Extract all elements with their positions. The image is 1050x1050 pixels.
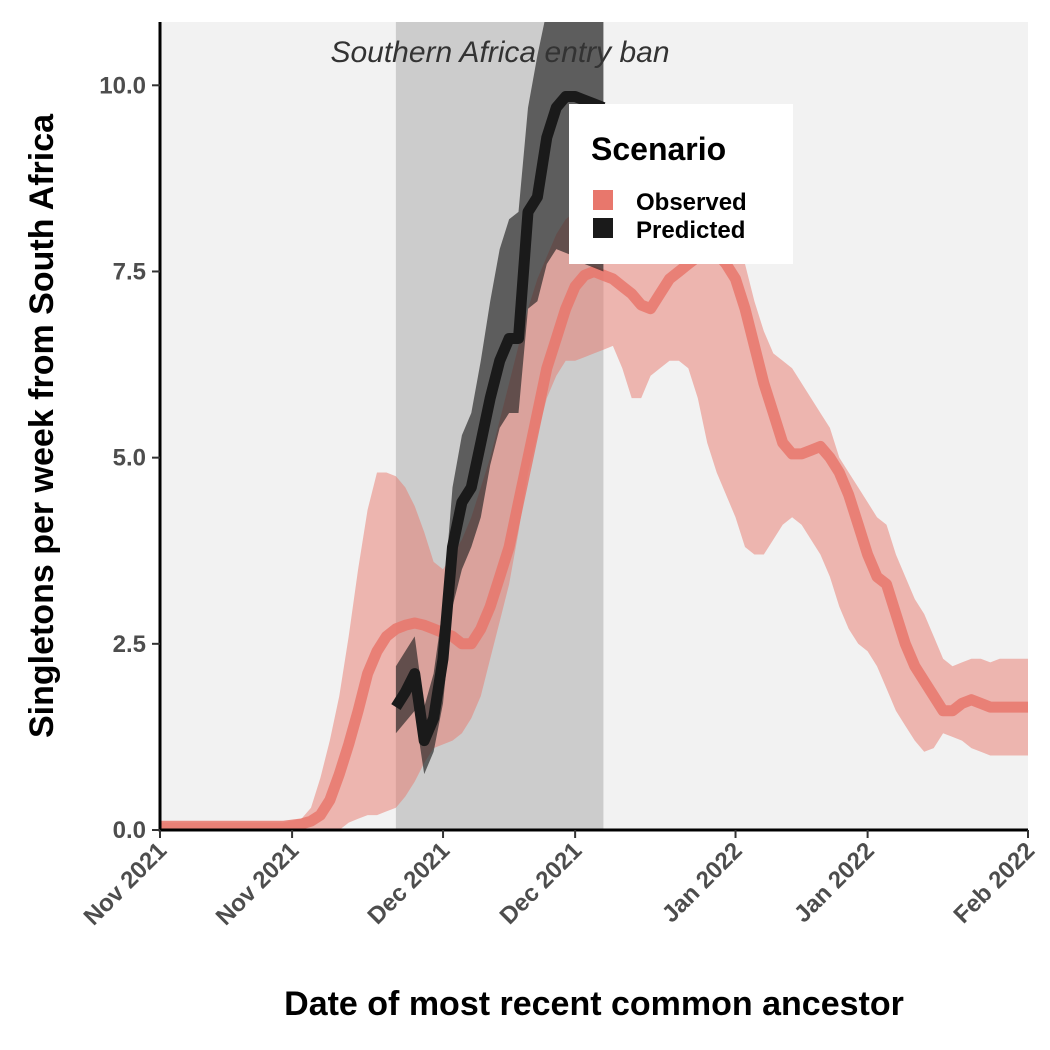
legend-title: Scenario — [591, 131, 726, 167]
predicted-line — [391, 91, 606, 747]
y-tick-label: 0.0 — [113, 817, 146, 844]
y-tick-label: 2.5 — [113, 631, 146, 658]
x-tick-label: Nov 2021 — [211, 837, 305, 931]
x-tick-label: Dec 2021 — [363, 837, 456, 930]
x-tick-label: Jan 2022 — [789, 837, 880, 928]
x-tick-label: Nov 2021 — [79, 837, 173, 931]
x-tick-label: Jan 2022 — [657, 837, 748, 928]
observed-line — [160, 243, 1028, 830]
legend-key-predicted — [593, 218, 613, 238]
entry-ban-annotation: Southern Africa entry ban — [330, 36, 669, 69]
x-tick-label: Dec 2021 — [495, 837, 588, 930]
y-tick-label: 10.0 — [99, 72, 146, 99]
plot-data — [160, 22, 1028, 830]
observed-ribbon — [160, 204, 1028, 830]
legend-label-observed: Observed — [636, 189, 747, 216]
legend-label-predicted: Predicted — [636, 217, 745, 244]
y-tick-label: 5.0 — [113, 445, 146, 472]
y-tick-label: 7.5 — [113, 258, 146, 285]
x-tick-label: Feb 2022 — [949, 837, 1041, 929]
x-axis-title: Date of most recent common ancestor — [284, 985, 904, 1023]
legend-key-observed — [593, 190, 613, 210]
y-axis-title: Singletons per week from South Africa — [23, 113, 61, 738]
legend: Scenario Observed Predicted — [569, 104, 793, 264]
